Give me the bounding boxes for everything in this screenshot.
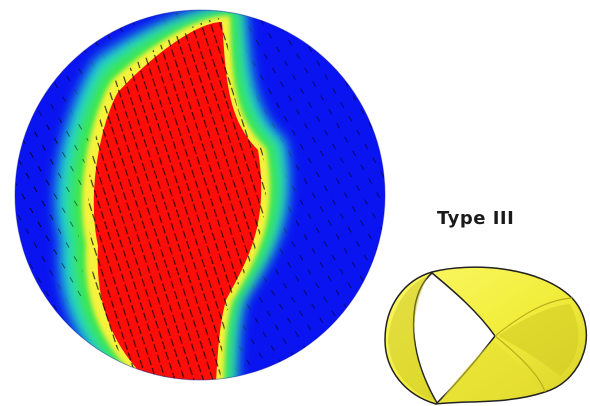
type-label: Type III [437,208,515,229]
valve-crease-upper [494,297,573,337]
valve-shading-lower [440,340,540,402]
left-vortex-vectors [20,119,90,300]
valve-leaflet [384,266,588,405]
flow-field-disk [15,10,385,380]
valve-crease-lower [494,335,546,393]
valve-shading-left [388,276,436,402]
valve-opening [412,272,496,405]
valve-shading [498,304,579,376]
disk-outline [14,9,386,381]
jet-core-vectors [88,17,266,380]
